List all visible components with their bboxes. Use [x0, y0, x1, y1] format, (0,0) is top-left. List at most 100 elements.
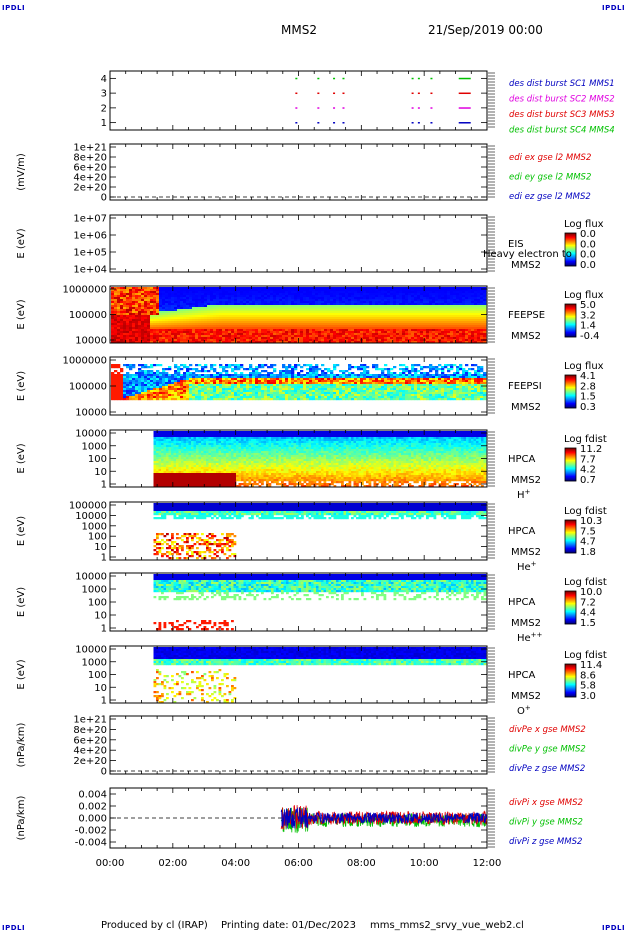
hpca_hepp-ytick-0: 10000	[75, 572, 107, 583]
burst-mark-3-6	[430, 77, 433, 80]
burst-mark-0-5	[417, 122, 420, 124]
colorbar-tick-2-3: 0.0	[580, 260, 596, 271]
hpca_o-ytick-0: 10000	[75, 645, 107, 656]
colorbar-tick-3-1: 3.2	[580, 310, 596, 321]
burst-mark-0-7	[458, 122, 471, 124]
efield-ytick-2: 6e+20	[73, 163, 107, 174]
burst-ytick-1: 2	[101, 103, 107, 114]
species-label-7: He++	[517, 631, 543, 644]
divpi-ytick-4: -0.004	[75, 838, 107, 849]
footer-produced: Produced by cl (IRAP)	[101, 920, 208, 931]
feepse-spectrogram	[111, 287, 487, 344]
feepsi-ytick-1: 100000	[69, 382, 107, 393]
colorbar-tick-6-2: 4.7	[580, 537, 596, 548]
spacecraft-label-6: MMS2	[511, 547, 541, 558]
legend-entry-10-2: divPi z gse MMS2	[509, 837, 582, 847]
burst-mark-3-4	[411, 77, 414, 80]
hpca_hepp-spectrogram	[153, 574, 487, 631]
colorbar-tick-3-2: 1.4	[580, 321, 596, 332]
colorbar-tick-7-1: 7.2	[580, 597, 596, 608]
hpca_h-ytick-0: 10000	[75, 429, 107, 440]
efield-ytick-3: 4e+20	[73, 173, 107, 184]
colorbar-tick-5-0: 11.2	[580, 444, 602, 455]
burst-mark-3-1	[317, 77, 320, 80]
colorbar-tick-2-2: 0.0	[580, 250, 596, 261]
legend-entry-1-0: edi ex gse l2 MMS2	[509, 153, 591, 163]
colorbar-title-8: Log fdist	[564, 650, 607, 661]
colorbar-tick-3-3: -0.4	[580, 331, 600, 342]
divpi-ytick-1: 0.002	[78, 802, 107, 813]
species-label-8: O+	[517, 704, 531, 717]
hpca_hepp-ylabel: E (eV)	[16, 587, 27, 617]
colorbar-5	[564, 447, 577, 482]
hpca_hepp-ytick-3: 10	[94, 611, 107, 622]
legend-entry-1-2: edi ez gse l2 MMS2	[509, 192, 591, 202]
legend-entry-10-1: divPi y gse MMS2	[509, 818, 583, 828]
divpi-ytick-3: -0.002	[75, 826, 107, 837]
colorbar-tick-2-0: 0.0	[580, 229, 596, 240]
colorbar-tick-8-0: 11.4	[580, 660, 602, 671]
spacecraft-label-2: MMS2	[511, 260, 541, 271]
feepse-ytick-0: 1000000	[62, 285, 107, 296]
burst-mark-1-7	[458, 107, 471, 109]
colorbar-title-4: Log flux	[564, 361, 604, 372]
colorbar-title-5: Log fdist	[564, 434, 607, 445]
hpca_h-ytick-2: 100	[88, 454, 107, 465]
burst-ytick-3: 4	[101, 74, 107, 85]
divpi-ylabel: (nPa/km)	[16, 796, 27, 841]
hpca_hepp-ytick-4: 1	[101, 624, 107, 635]
burst-mark-2-4	[411, 92, 414, 95]
burst-mark-3-0	[295, 77, 298, 80]
x-tick-2: 04:00	[221, 858, 250, 869]
burst-mark-3-5	[417, 77, 420, 80]
instrument-label-7: HPCA	[508, 597, 536, 608]
burst-ytick-0: 1	[101, 118, 107, 129]
burst-mark-1-5	[417, 107, 420, 109]
spacecraft-label-7: MMS2	[511, 618, 541, 629]
burst-mark-3-2	[333, 77, 336, 80]
x-tick-0: 00:00	[96, 858, 125, 869]
spacecraft-label-3: MMS2	[511, 331, 541, 342]
instrument-label-4: FEEPSI	[508, 381, 542, 392]
colorbar-tick-6-3: 1.8	[580, 547, 596, 558]
divpe-ytick-3: 4e+20	[73, 746, 107, 757]
divpi-ytick-0: 0.004	[78, 790, 107, 801]
colorbar-title-6: Log fdist	[564, 506, 607, 517]
legend-entry-0-2: des dist burst SC3 MMS3	[509, 110, 615, 120]
feepsi-ylabel: E (eV)	[16, 371, 27, 401]
spacecraft-label-5: MMS2	[511, 475, 541, 486]
colorbar-tick-6-0: 10.3	[580, 516, 602, 527]
legend-entry-10-0: divPi x gse MMS2	[509, 798, 583, 808]
feepse-ytick-1: 100000	[69, 310, 107, 321]
feepsi-spectrogram	[111, 364, 487, 401]
hpca_h-ytick-3: 10	[94, 467, 107, 478]
efield-ytick-5: 0	[101, 193, 107, 204]
corner-mark-top-right: IPDLI	[602, 4, 626, 12]
burst-mark-3-7	[458, 77, 471, 80]
colorbar-tick-8-3: 3.0	[580, 691, 596, 702]
hpca_he-ytick-4: 10	[94, 542, 107, 553]
burst-mark-2-3	[342, 92, 345, 95]
hpca_h-ytick-4: 1	[101, 480, 107, 491]
instrument-label-3: FEEPSE	[508, 310, 545, 321]
hpca_he-ytick-3: 100	[88, 532, 107, 543]
colorbar-tick-4-1: 2.8	[580, 381, 596, 392]
colorbar-tick-5-3: 0.7	[580, 475, 596, 486]
hpca_o-ytick-3: 10	[94, 683, 107, 694]
efield-ytick-4: 2e+20	[73, 183, 107, 194]
colorbar-title-2: Log flux	[564, 219, 604, 230]
colorbar-tick-7-0: 10.0	[580, 587, 602, 598]
page-date: 21/Sep/2019 00:00	[428, 23, 543, 37]
hpca_o-ytick-2: 100	[88, 670, 107, 681]
hpca_he-ytick-1: 10000	[75, 511, 107, 522]
colorbar-tick-8-2: 5.8	[580, 681, 596, 692]
legend-entry-0-0: des dist burst SC1 MMS1	[509, 79, 615, 89]
divpe-ytick-2: 6e+20	[73, 735, 107, 746]
colorbar-tick-8-1: 8.6	[580, 670, 596, 681]
legend-entry-9-1: divPe y gse MMS2	[509, 745, 586, 755]
instrument-label-8: HPCA	[508, 670, 536, 681]
hpca_he-ytick-0: 100000	[69, 501, 107, 512]
spacecraft-label-8: MMS2	[511, 691, 541, 702]
efield-panel-frame	[109, 143, 488, 201]
corner-mark-bottom-right: IPDLI	[602, 924, 626, 932]
